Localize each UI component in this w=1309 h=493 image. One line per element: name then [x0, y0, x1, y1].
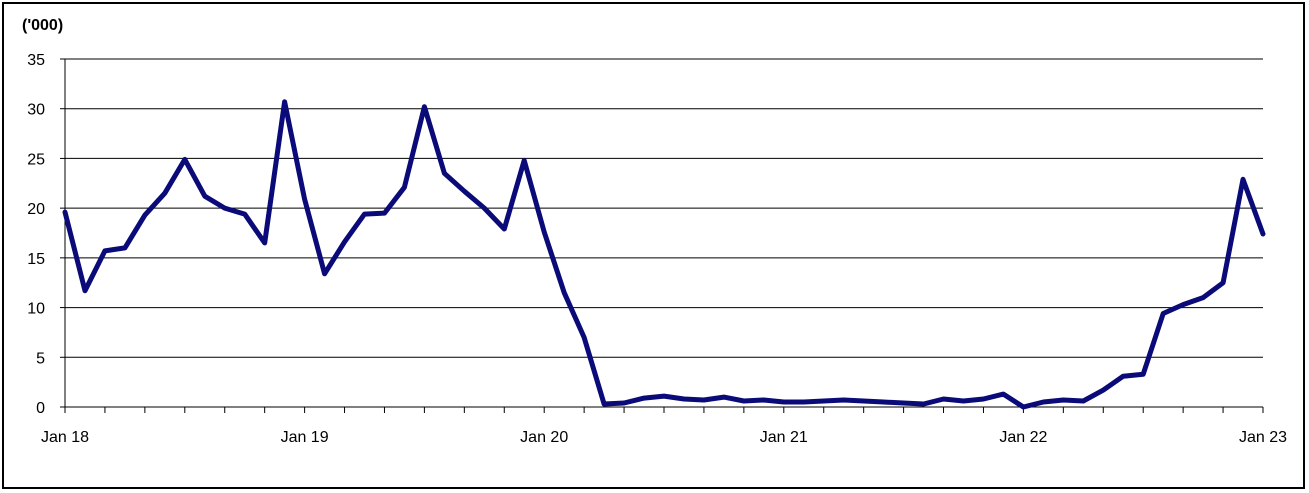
x-tick-label: Jan 21	[760, 429, 808, 446]
x-axis: Jan 18 Jan 19 Jan 20 Jan 21 Jan 22 Jan 23	[41, 406, 1287, 446]
gridlines	[65, 58, 1263, 358]
unit-label: ('000)	[22, 17, 63, 34]
y-tick-label: 15	[27, 251, 45, 268]
x-tick-label: Jan 19	[281, 429, 329, 446]
x-tick-label: Jan 18	[41, 429, 89, 446]
y-tick-label: 30	[27, 102, 45, 119]
series-layer	[62, 99, 1266, 410]
y-tick-label: 10	[27, 301, 45, 318]
y-tick-label: 20	[27, 201, 45, 218]
series-line	[62, 99, 1266, 410]
x-tick-label: Jan 22	[999, 429, 1047, 446]
x-tick-label: Jan 23	[1239, 429, 1287, 446]
y-tick-label: 5	[36, 350, 45, 367]
y-tick-label: 35	[27, 52, 45, 69]
y-axis: 0 5 10 15 20 25 30 35	[27, 52, 66, 417]
y-tick-label: 0	[36, 400, 45, 417]
y-tick-label: 25	[27, 151, 45, 168]
x-tick-label: Jan 20	[520, 429, 568, 446]
